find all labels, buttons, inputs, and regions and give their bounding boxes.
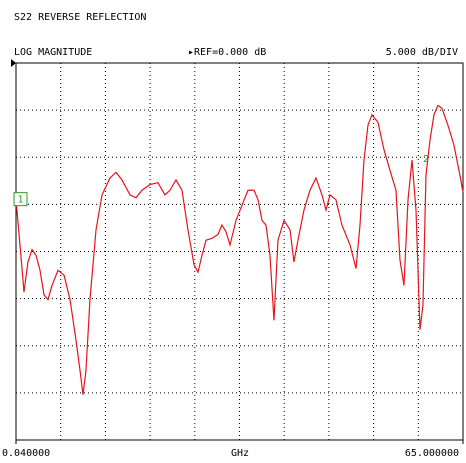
plot-frame [15,62,464,441]
x-axis-label: GHz [231,448,249,459]
format-label: LOG MAGNITUDE [14,47,92,58]
reference-pointer [11,59,16,67]
x-tick-label: 0.040000 [2,448,50,459]
chart-title: S22 REVERSE REFLECTION [14,12,146,23]
marker-box [13,192,28,207]
reference-label: ▸REF=0.000 dB [188,47,266,58]
marker-label: 1 [17,195,23,206]
x-tick-label: 65.000000 [405,448,459,459]
trace [15,104,464,395]
scale-label: 5.000 dB/DIV [386,47,458,58]
marker-label: 2 [423,154,429,165]
